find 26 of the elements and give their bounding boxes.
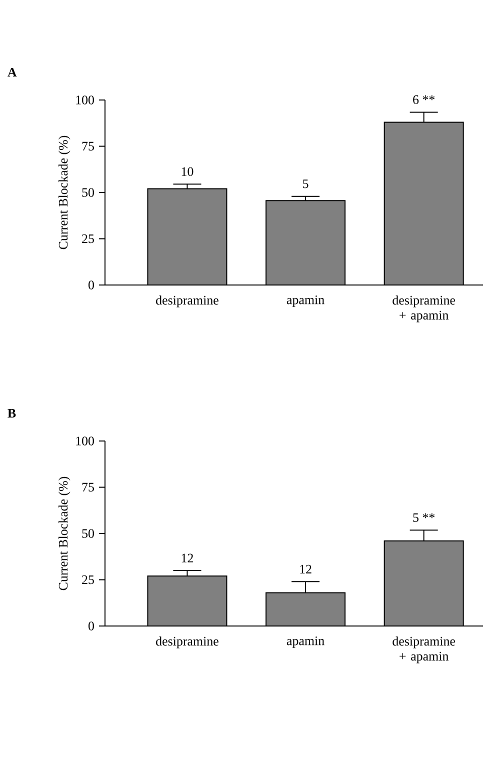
y-tick-label: 75 (82, 142, 94, 151)
x-tick-label: desipramine (156, 296, 218, 308)
annotation: 10 (182, 167, 194, 176)
annotation: 6 ** (413, 95, 435, 104)
y-tick-label: 25 (82, 575, 94, 584)
y-tick-label: 0 (88, 280, 94, 290)
x-tick-label: apamin (286, 636, 324, 648)
x-tick-label: desipramine (156, 636, 218, 648)
annotation: 5 (303, 180, 308, 188)
chart-title: B (8, 409, 16, 418)
y-tick-label: 50 (82, 188, 94, 197)
y-tick-label: 75 (82, 482, 94, 492)
x-tick-label: desipramine + apamin (392, 296, 456, 322)
y-tick-label: 25 (82, 234, 94, 244)
annotation: 12 (182, 554, 193, 562)
chart-title: A (8, 68, 17, 77)
x-tick-label: apamin (286, 296, 324, 307)
annotation: 5 ** (413, 513, 435, 522)
y-tick-label: 0 (88, 622, 94, 630)
annotation: 12 (300, 564, 312, 574)
y-tick-label: 50 (82, 529, 94, 538)
x-tick-label: desipramine + apamin (392, 636, 456, 664)
y-axis-title: Current Blockade (%) (58, 476, 70, 590)
y-axis-title: Current Blockade (%) (58, 136, 70, 250)
y-tick-label: 100 (76, 436, 94, 446)
y-tick-label: 100 (76, 96, 94, 104)
